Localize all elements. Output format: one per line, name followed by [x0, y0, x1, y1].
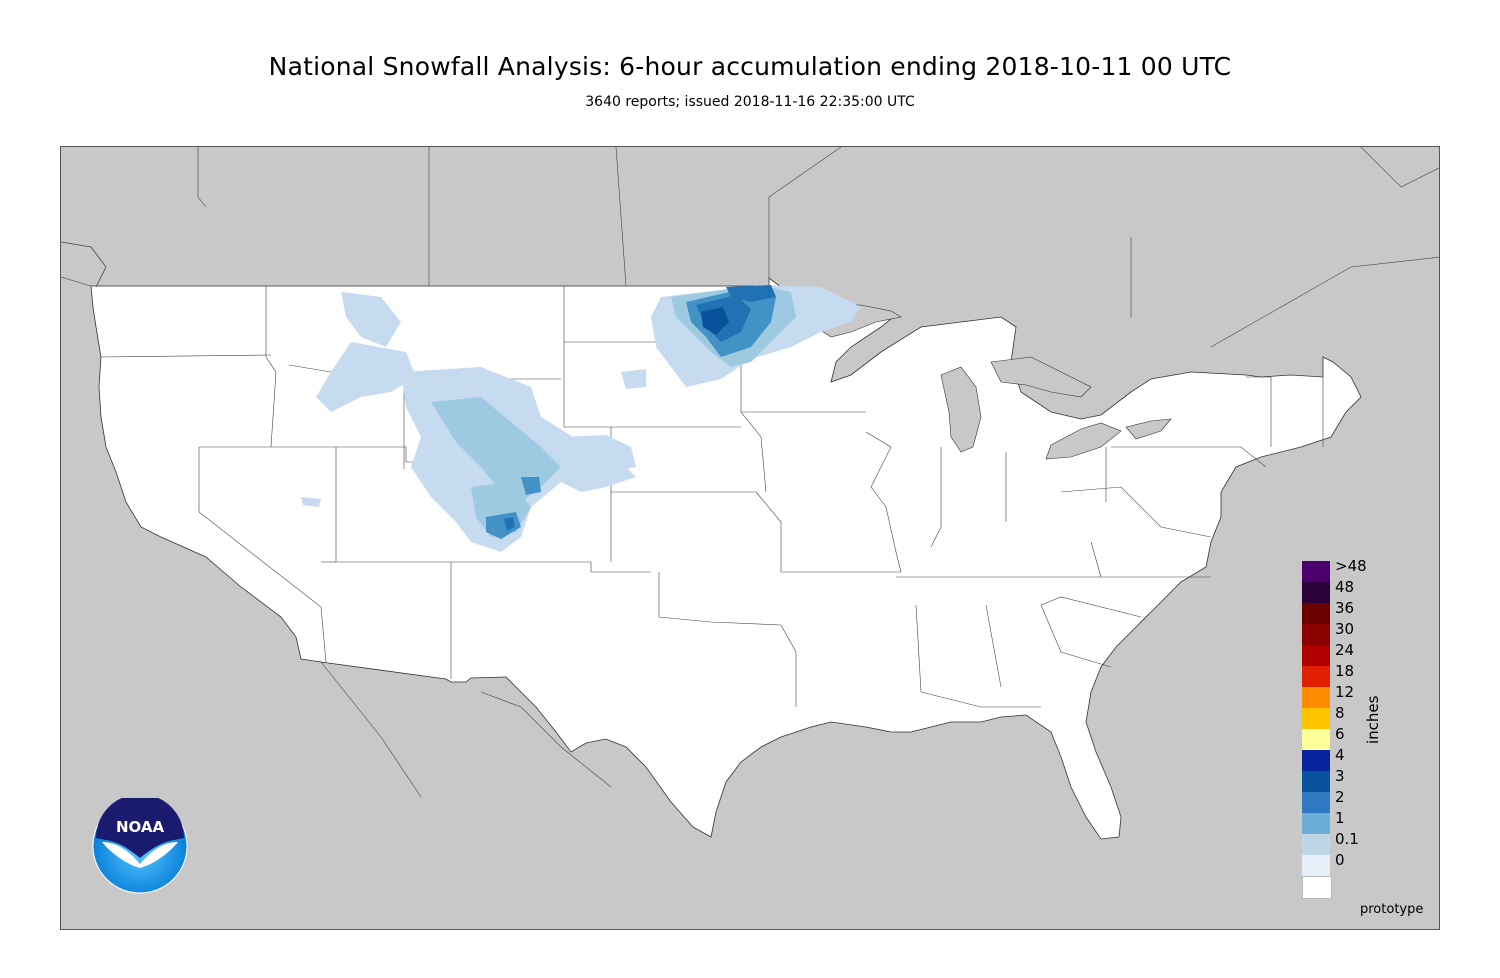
- legend-swatch: [1302, 792, 1330, 813]
- legend-swatch: [1302, 624, 1330, 645]
- snowfall-northern-plains: [621, 285, 861, 389]
- page-title: National Snowfall Analysis: 6-hour accum…: [268, 52, 1232, 81]
- legend-swatch: [1302, 687, 1330, 708]
- legend-level-label: >48: [1335, 557, 1367, 575]
- noaa-logo-text: NOAA: [116, 818, 165, 836]
- noaa-logo-icon: NOAA: [92, 798, 188, 894]
- snowfall-map: [61, 147, 1439, 840]
- us-landmass: [90, 277, 1362, 840]
- legend-level-label: 0.1: [1335, 830, 1359, 848]
- legend-level-label: 18: [1335, 662, 1355, 680]
- legend-unit: inches: [1364, 695, 1382, 744]
- legend-level-label: 1: [1335, 809, 1345, 827]
- page-subtitle: 3640 reports; issued 2018-11-16 22:35:00…: [585, 94, 915, 110]
- legend-swatch: [1302, 645, 1330, 666]
- legend-swatch: [1302, 855, 1330, 876]
- legend-level-label: 2: [1335, 788, 1345, 806]
- legend-level-label: 8: [1335, 704, 1345, 722]
- borders-coastlines: [61, 147, 1439, 798]
- legend-swatch: [1302, 813, 1330, 834]
- legend-level-label: 48: [1335, 578, 1355, 596]
- legend-level-label: 30: [1335, 620, 1355, 638]
- legend-level-label: 36: [1335, 599, 1355, 617]
- legend-level-label: 24: [1335, 641, 1355, 659]
- legend-level-label: 0: [1335, 851, 1345, 869]
- map-panel: [60, 146, 1440, 930]
- legend-swatch: [1302, 750, 1330, 771]
- legend-swatches: [1302, 561, 1332, 899]
- coastline: [61, 241, 107, 288]
- legend-labels: >48 48 36 30 24 18 12 8 6 4 3 2 1 0.1 0: [1335, 556, 1367, 871]
- legend-level-label: 12: [1335, 683, 1355, 701]
- legend-swatch: [1302, 771, 1330, 792]
- prototype-label: prototype: [1360, 902, 1424, 917]
- legend-level-label: 3: [1335, 767, 1345, 785]
- legend-swatch: [1302, 582, 1330, 603]
- legend-swatch: [1302, 834, 1330, 855]
- legend-level-label: 6: [1335, 725, 1345, 743]
- legend-level-label: 4: [1335, 746, 1345, 764]
- legend-swatch: [1302, 561, 1330, 582]
- legend-swatch: [1302, 729, 1330, 750]
- great-lakes: [815, 304, 1172, 460]
- legend-swatch: [1302, 666, 1330, 687]
- legend-swatch: [1302, 876, 1332, 899]
- legend-swatch: [1302, 708, 1330, 729]
- snowfall-rockies: [301, 292, 636, 552]
- legend-swatch: [1302, 603, 1330, 624]
- color-legend: [1302, 561, 1332, 899]
